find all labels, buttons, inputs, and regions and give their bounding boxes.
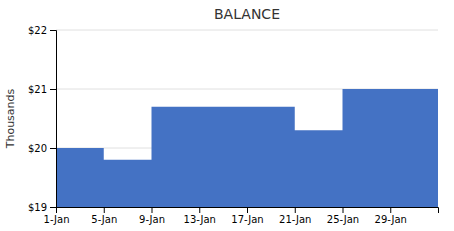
x-tick-mark bbox=[295, 207, 296, 213]
y-axis-line bbox=[50, 31, 57, 208]
x-tick-mark bbox=[390, 207, 391, 213]
area bbox=[56, 89, 438, 207]
x-tick: 17-Jan bbox=[231, 207, 263, 225]
y-tick-mark bbox=[50, 207, 56, 208]
x-tick-label: 17-Jan bbox=[231, 214, 263, 225]
x-tick-mark bbox=[247, 207, 248, 213]
x-tick-label: 1-Jan bbox=[44, 214, 70, 225]
y-tick: $20 bbox=[28, 143, 56, 154]
y-tick-label: $22 bbox=[28, 25, 47, 36]
chart: 1-Jan 5-Jan 9-Jan 13-Jan 17-Jan 21-Jan 25-Jan 2… bbox=[0, 0, 454, 231]
x-tick-label: 13-Jan bbox=[184, 214, 216, 225]
y-axis-title: Thousands bbox=[4, 88, 17, 149]
x-tick-mark bbox=[104, 207, 105, 213]
x-axis-line bbox=[57, 208, 439, 214]
x-tick: 29-Jan bbox=[375, 207, 407, 225]
x-tick-label: 21-Jan bbox=[279, 214, 311, 225]
y-tick: $19 bbox=[28, 202, 56, 213]
x-tick-label: 25-Jan bbox=[327, 214, 359, 225]
title: BALANCE bbox=[214, 6, 280, 22]
y-tick-mark bbox=[50, 30, 56, 31]
x-tick: 13-Jan bbox=[184, 207, 216, 225]
x-tick-mark bbox=[343, 207, 344, 213]
y-tick-label: $21 bbox=[28, 84, 47, 95]
x-tick-label: 29-Jan bbox=[375, 214, 407, 225]
x-axis: 1-Jan 5-Jan 9-Jan 13-Jan 17-Jan 21-Jan 25-Jan 2… bbox=[44, 207, 439, 225]
x-tick: 1-Jan bbox=[44, 207, 70, 225]
y-axis: $19 $20 $21 $22 bbox=[28, 25, 57, 213]
y-tick: $22 bbox=[28, 25, 56, 36]
x-tick-label: 5-Jan bbox=[91, 214, 117, 225]
x-tick: 9-Jan bbox=[139, 207, 165, 225]
x-tick-mark bbox=[152, 207, 153, 213]
x-tick: 21-Jan bbox=[279, 207, 311, 225]
y-tick-mark bbox=[50, 89, 56, 90]
marks bbox=[56, 89, 438, 207]
grid bbox=[56, 30, 438, 207]
y-tick-label: $20 bbox=[28, 143, 47, 154]
plot: 1-Jan 5-Jan 9-Jan 13-Jan 17-Jan 21-Jan 25-Jan 2… bbox=[28, 25, 439, 225]
y-tick-label: $19 bbox=[28, 202, 47, 213]
y-tick: $21 bbox=[28, 84, 56, 95]
x-tick: 5-Jan bbox=[91, 207, 117, 225]
x-tick-mark bbox=[199, 207, 200, 213]
x-tick-label: 9-Jan bbox=[139, 214, 165, 225]
x-tick: 25-Jan bbox=[327, 207, 359, 225]
y-tick-mark bbox=[50, 148, 56, 149]
grid-line bbox=[56, 30, 438, 31]
